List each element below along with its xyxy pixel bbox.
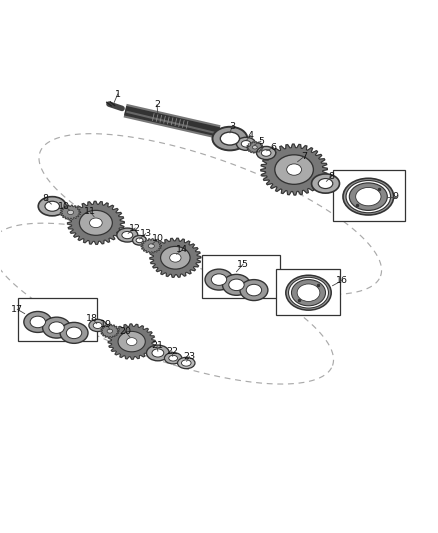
- Ellipse shape: [346, 181, 391, 213]
- Ellipse shape: [237, 138, 256, 150]
- Ellipse shape: [252, 146, 257, 149]
- Ellipse shape: [45, 201, 60, 211]
- Polygon shape: [101, 325, 119, 338]
- Ellipse shape: [275, 155, 314, 184]
- Ellipse shape: [181, 360, 191, 366]
- Ellipse shape: [257, 147, 276, 159]
- Text: 20: 20: [119, 327, 131, 336]
- Polygon shape: [108, 324, 155, 359]
- Ellipse shape: [220, 132, 240, 145]
- Ellipse shape: [89, 319, 106, 332]
- Bar: [18, 298, 97, 341]
- Ellipse shape: [212, 127, 247, 150]
- Ellipse shape: [117, 228, 138, 242]
- Text: 5: 5: [258, 136, 264, 146]
- Ellipse shape: [297, 284, 320, 302]
- Text: 18: 18: [86, 314, 99, 324]
- Ellipse shape: [60, 322, 88, 343]
- Ellipse shape: [42, 317, 71, 338]
- Ellipse shape: [261, 150, 271, 156]
- Polygon shape: [67, 201, 124, 244]
- Ellipse shape: [49, 322, 64, 333]
- Ellipse shape: [38, 197, 66, 216]
- Ellipse shape: [136, 238, 143, 243]
- Text: 9: 9: [393, 192, 399, 201]
- Ellipse shape: [152, 349, 164, 357]
- Ellipse shape: [240, 280, 268, 301]
- Ellipse shape: [67, 210, 74, 214]
- Ellipse shape: [93, 322, 102, 328]
- Ellipse shape: [169, 356, 177, 361]
- Ellipse shape: [350, 183, 387, 211]
- Text: 22: 22: [166, 346, 178, 356]
- Ellipse shape: [211, 274, 227, 285]
- Text: 8: 8: [42, 195, 49, 203]
- Ellipse shape: [79, 211, 112, 236]
- Text: 10: 10: [58, 202, 70, 211]
- Polygon shape: [150, 238, 201, 277]
- Ellipse shape: [107, 329, 113, 333]
- Text: 23: 23: [183, 352, 195, 361]
- Ellipse shape: [170, 253, 181, 262]
- Bar: [201, 255, 280, 298]
- Ellipse shape: [318, 179, 333, 189]
- Text: 1: 1: [115, 90, 121, 99]
- Ellipse shape: [343, 179, 394, 215]
- Ellipse shape: [287, 164, 301, 175]
- Ellipse shape: [127, 338, 137, 345]
- Ellipse shape: [286, 275, 331, 310]
- Polygon shape: [141, 239, 162, 253]
- Ellipse shape: [177, 357, 195, 369]
- Ellipse shape: [205, 269, 233, 290]
- Ellipse shape: [223, 274, 251, 295]
- Text: 17: 17: [11, 305, 23, 314]
- Text: 21: 21: [151, 342, 163, 351]
- Ellipse shape: [148, 244, 154, 248]
- Ellipse shape: [229, 279, 244, 290]
- Text: 16: 16: [336, 276, 348, 285]
- Text: 3: 3: [229, 122, 235, 131]
- Polygon shape: [60, 205, 81, 220]
- Text: 4: 4: [247, 131, 254, 140]
- Ellipse shape: [291, 280, 325, 306]
- Text: 11: 11: [84, 207, 96, 216]
- Text: 7: 7: [301, 152, 307, 161]
- Ellipse shape: [241, 141, 251, 147]
- Ellipse shape: [356, 188, 381, 206]
- Bar: [332, 171, 405, 221]
- Bar: [276, 269, 340, 314]
- Text: 10: 10: [152, 235, 164, 244]
- Text: 14: 14: [177, 245, 188, 254]
- Ellipse shape: [89, 218, 102, 228]
- Text: 2: 2: [154, 100, 160, 109]
- Text: 19: 19: [100, 320, 113, 329]
- Ellipse shape: [67, 327, 82, 338]
- Ellipse shape: [24, 311, 52, 333]
- Text: 12: 12: [129, 223, 141, 232]
- Ellipse shape: [122, 231, 133, 239]
- Ellipse shape: [161, 246, 190, 269]
- Text: 15: 15: [237, 260, 249, 269]
- Text: 6: 6: [271, 143, 276, 152]
- Ellipse shape: [164, 352, 182, 364]
- Polygon shape: [261, 144, 327, 195]
- Ellipse shape: [246, 284, 261, 296]
- Ellipse shape: [133, 236, 147, 245]
- Ellipse shape: [289, 277, 328, 308]
- Ellipse shape: [147, 345, 169, 361]
- Ellipse shape: [30, 316, 46, 328]
- Ellipse shape: [118, 332, 145, 352]
- Polygon shape: [247, 142, 263, 153]
- Ellipse shape: [311, 174, 339, 193]
- Text: 13: 13: [140, 229, 152, 238]
- Text: 8: 8: [328, 172, 335, 181]
